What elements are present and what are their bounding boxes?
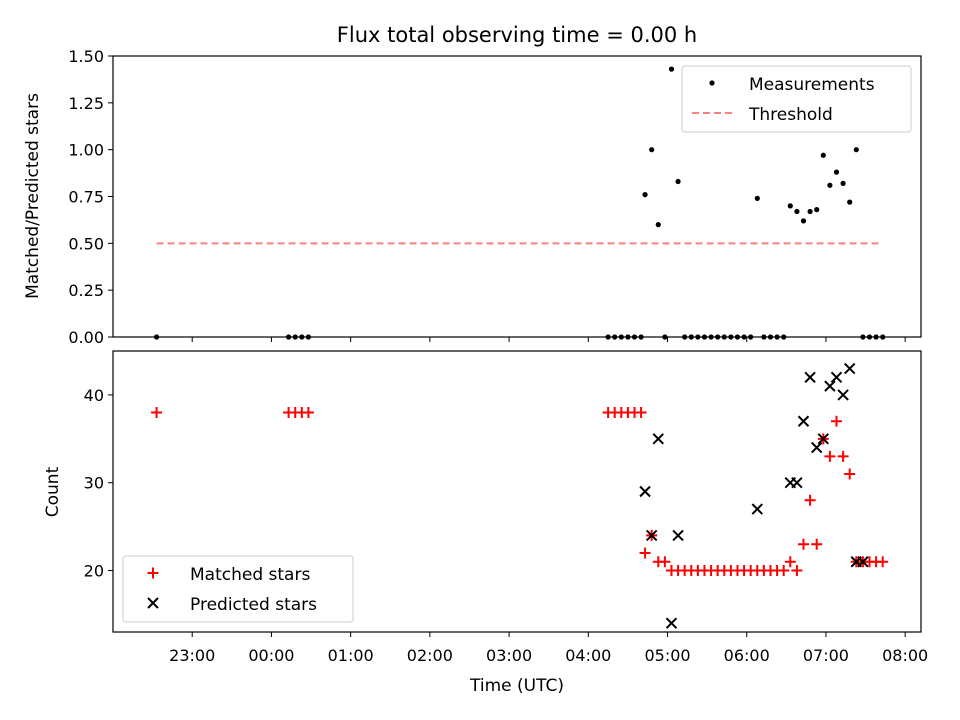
predicted-star-point <box>817 433 830 445</box>
legend-measurements-label: Measurements <box>749 75 875 95</box>
x-tick-label: 23:00 <box>169 646 215 665</box>
bottom-series-0 <box>151 406 889 577</box>
matched-star-point <box>824 450 836 462</box>
measurement-point <box>840 180 846 186</box>
measurement-point <box>800 218 807 224</box>
matched-star-point <box>639 547 651 559</box>
bottom-y-tick-label: 20 <box>84 562 104 581</box>
measurement-point <box>675 178 681 185</box>
x-tick-label: 03:00 <box>486 646 532 665</box>
legend-matched-marker <box>147 567 159 579</box>
legend-predicted-marker <box>147 597 159 609</box>
matched-star-point <box>877 556 889 568</box>
x-tick-label: 07:00 <box>803 646 849 665</box>
bottom-panel: 20 30 40 23:00 00:00 01:00 02:00 03:00 04:00 05:0… <box>84 350 928 665</box>
top-series-0 <box>153 66 886 340</box>
measurement-point <box>820 152 826 158</box>
top-y-tick-label: 0.75 <box>68 188 104 207</box>
predicted-star-point <box>804 371 816 384</box>
x-tick-label: 08:00 <box>882 646 928 665</box>
measurement-point <box>668 66 675 72</box>
measurement-point <box>794 208 800 215</box>
bottom-y-axis-label: Count <box>43 466 63 517</box>
top-y-tick-label: 1.00 <box>68 141 104 160</box>
measurement-point <box>649 147 655 153</box>
predicted-star-point <box>824 380 836 392</box>
top-y-tick-label: 0.00 <box>68 328 104 347</box>
matched-star-point <box>837 450 849 462</box>
predicted-star-point <box>672 529 684 542</box>
bottom-legend-box <box>122 555 354 623</box>
top-legend: Measurements Threshold <box>681 65 912 133</box>
x-tick-label: 02:00 <box>407 646 453 665</box>
x-tick-label: 06:00 <box>724 646 770 665</box>
measurement-point <box>814 207 820 213</box>
predicted-star-point <box>857 556 869 568</box>
matched-star-point <box>302 406 314 418</box>
matched-star-point <box>635 406 647 418</box>
predicted-star-point <box>810 441 823 454</box>
bottom-y-tick-label: 40 <box>84 386 104 405</box>
legend-matched-label: Matched stars <box>190 565 310 585</box>
predicted-star-point <box>843 362 856 375</box>
predicted-star-point <box>837 389 849 401</box>
legend-predicted-label: Predicted stars <box>190 595 317 615</box>
top-y-axis-label: Matched/Predicted stars <box>23 93 43 299</box>
measurement-point <box>833 169 840 175</box>
predicted-star-point <box>830 371 843 384</box>
bottom-axes-frame <box>112 350 922 633</box>
matched-star-point <box>791 565 803 577</box>
matched-star-point <box>778 565 790 577</box>
matched-star-point <box>811 538 823 550</box>
x-axis-label: Time (UTC) <box>469 676 564 696</box>
top-y-tick-label: 0.25 <box>68 281 104 300</box>
top-y-tick-label: 0.50 <box>68 234 104 253</box>
bottom-legend: Matched stars Predicted stars <box>122 555 354 623</box>
predicted-star-point <box>639 485 651 498</box>
x-tick-label: 00:00 <box>248 646 294 665</box>
matched-star-point <box>844 468 856 480</box>
matched-star-point <box>797 538 809 550</box>
x-tick-label: 05:00 <box>644 646 690 665</box>
top-y-tick-label: 1.50 <box>68 47 104 66</box>
measurement-point <box>787 203 793 209</box>
measurement-point <box>847 199 853 205</box>
matched-star-point <box>784 556 796 568</box>
chart-title: Flux total observing time = 0.00 h <box>337 23 697 47</box>
legend-threshold-label: Threshold <box>748 105 833 125</box>
bottom-y-tick-label: 30 <box>84 474 104 493</box>
matched-star-point <box>659 556 671 568</box>
matched-star-point <box>151 406 163 418</box>
predicted-star-point <box>665 617 678 629</box>
legend-measurements-marker <box>709 80 715 86</box>
top-y-tick-label: 1.25 <box>68 94 104 113</box>
predicted-star-point <box>797 415 810 427</box>
x-tick-label: 01:00 <box>328 646 374 665</box>
predicted-star-point <box>791 477 803 489</box>
matched-star-point <box>831 415 843 427</box>
predicted-star-point <box>652 433 664 445</box>
measurement-point <box>655 222 661 228</box>
measurement-point <box>827 182 833 188</box>
matched-star-point <box>804 494 816 506</box>
top-panel: 0.00 0.25 0.50 0.75 1.00 1.25 1.50 Measurements… <box>68 47 922 347</box>
predicted-star-point <box>751 503 763 515</box>
measurement-point <box>642 192 648 198</box>
bottom-series-1 <box>639 362 869 629</box>
predicted-star-point <box>645 529 658 542</box>
x-tick-label: 04:00 <box>565 646 611 665</box>
measurement-point <box>807 208 813 215</box>
measurement-point <box>754 195 760 201</box>
measurement-point <box>853 147 859 153</box>
top-legend-box <box>681 65 912 133</box>
